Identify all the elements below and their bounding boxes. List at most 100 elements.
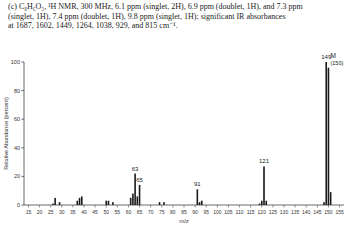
x-tick-label: 145	[313, 209, 322, 215]
peak	[52, 204, 54, 205]
bars	[52, 62, 331, 205]
x-tick-label: 125	[269, 209, 278, 215]
peak	[59, 202, 61, 205]
x-tick-label: 80	[170, 209, 176, 215]
x-tick-label: 100	[213, 209, 222, 215]
x-tick	[128, 205, 129, 208]
x-tick	[150, 205, 151, 208]
peak	[325, 62, 327, 205]
x-tick-label: 120	[258, 209, 267, 215]
peak	[77, 201, 79, 205]
title-line: at 1687, 1602, 1449, 1264, 1038, 929, an…	[8, 21, 178, 30]
peak	[81, 196, 83, 205]
y-tick-label: 40	[14, 145, 20, 151]
y-tick-label: 80	[14, 88, 20, 94]
y-tick-label: 100	[11, 59, 20, 65]
x-tick	[39, 205, 40, 208]
peak	[199, 202, 201, 205]
x-tick	[61, 205, 62, 208]
x-tick	[95, 205, 96, 208]
x-tick-label: 15	[26, 209, 32, 215]
y-tick-label: 60	[14, 116, 20, 122]
peak-label: 63	[132, 166, 139, 172]
x-tick-label: 150	[324, 209, 333, 215]
x-tick	[261, 205, 262, 208]
y-tick-label: 20	[14, 173, 20, 179]
x-tick-label: 35	[70, 209, 76, 215]
x-tick-label: 90	[192, 209, 198, 215]
x-tick-label: 155	[335, 209, 344, 215]
x-tick	[272, 205, 273, 208]
peak	[139, 185, 141, 205]
x-tick-label: 135	[291, 209, 300, 215]
x-tick	[328, 205, 329, 208]
x-tick	[117, 205, 118, 208]
peak	[54, 198, 56, 205]
peak	[159, 202, 161, 205]
x-tick-label: 140	[302, 209, 311, 215]
x-tick	[284, 205, 285, 208]
peak	[197, 189, 199, 205]
x-tick-label: 45	[92, 209, 98, 215]
peak	[130, 198, 132, 205]
y-tick	[22, 147, 25, 148]
x-tick	[306, 205, 307, 208]
x-tick-label: 30	[59, 209, 65, 215]
x-tick-label: 115	[247, 209, 255, 215]
x-tick-label: 130	[280, 209, 289, 215]
x-tick-label: 40	[81, 209, 87, 215]
x-tick-label: 60	[126, 209, 132, 215]
peak-label: 121	[259, 158, 270, 164]
x-tick-label: 110	[236, 209, 244, 215]
x-tick	[84, 205, 85, 208]
x-tick	[339, 205, 340, 208]
peak-label: 91	[194, 181, 201, 187]
title-line: (c) C₈H₆O₃, ¹H NMR, 300 MHz, 6.1 ppm (si…	[8, 2, 304, 11]
x-tick	[50, 205, 51, 208]
x-tick	[139, 205, 140, 208]
y-axis	[24, 62, 25, 205]
peak	[163, 202, 165, 205]
x-tick-label: 75	[159, 209, 165, 215]
x-tick-label: 50	[103, 209, 109, 215]
peak	[79, 198, 81, 205]
y-tick	[22, 176, 25, 177]
x-tick	[228, 205, 229, 208]
x-tick	[161, 205, 162, 208]
spectrum-chart: (c) C₈H₆O₃, ¹H NMR, 300 MHz, 6.1 ppm (si…	[0, 0, 350, 236]
x-tick-label: 105	[224, 209, 233, 215]
peak	[105, 201, 107, 205]
x-tick	[206, 205, 207, 208]
peak-label: M	[330, 52, 335, 59]
peak	[263, 166, 265, 205]
y-tick	[22, 119, 25, 120]
x-tick	[250, 205, 251, 208]
peak-label: 65	[136, 177, 143, 183]
x-tick-label: 20	[37, 209, 43, 215]
peak	[323, 202, 325, 205]
y-tick	[22, 90, 25, 91]
x-tick-label: 85	[181, 209, 187, 215]
x-tick	[72, 205, 73, 208]
x-tick-label: 70	[148, 209, 154, 215]
peak	[108, 201, 110, 205]
peak-label: (150)	[330, 60, 343, 66]
x-tick	[28, 205, 29, 208]
peak	[137, 196, 139, 205]
x-axis-label: m/z	[179, 218, 189, 224]
x-tick	[217, 205, 218, 208]
x-tick	[317, 205, 318, 208]
peak	[132, 194, 134, 205]
x-tick-label: 65	[137, 209, 143, 215]
x-tick-label: 25	[48, 209, 54, 215]
peak	[328, 68, 330, 205]
peak	[201, 201, 203, 205]
x-tick	[239, 205, 240, 208]
x-tick-label: 95	[203, 209, 209, 215]
peak	[261, 201, 263, 205]
title-line: (singlet, 1H), 7.4 ppm (doublet, 1H), 9.…	[8, 12, 286, 21]
y-tick	[22, 205, 25, 206]
peak	[265, 201, 267, 205]
x-tick	[106, 205, 107, 208]
x-tick-label: 55	[115, 209, 121, 215]
